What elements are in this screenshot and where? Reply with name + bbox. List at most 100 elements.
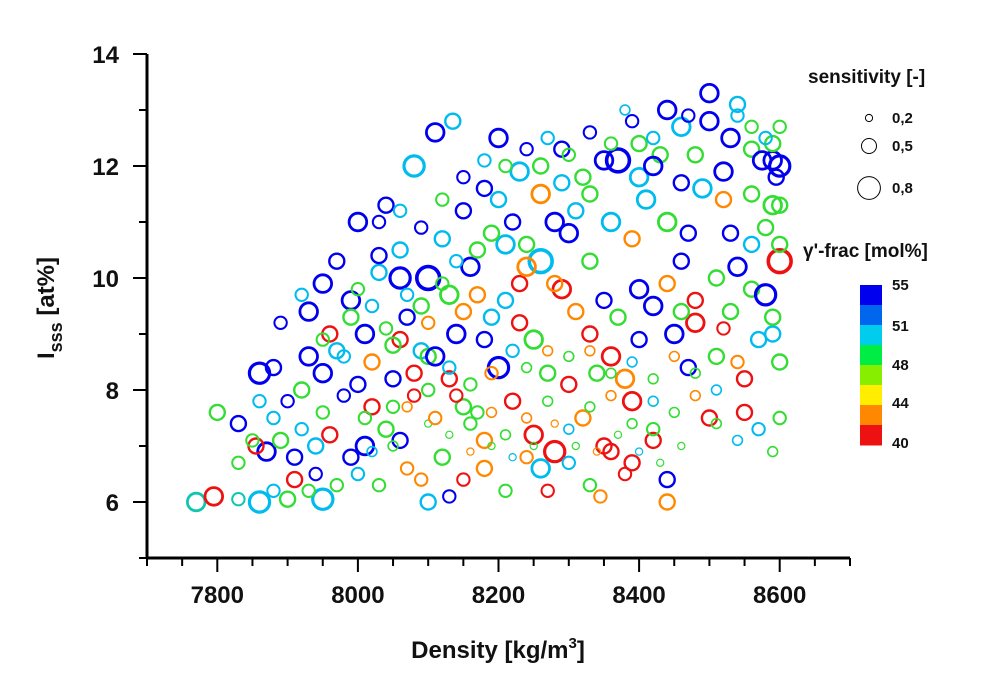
data-point <box>623 454 641 472</box>
data-point <box>364 298 380 314</box>
data-point <box>357 410 373 426</box>
data-point <box>468 286 487 304</box>
data-point <box>720 127 741 149</box>
data-point <box>567 202 585 220</box>
data-point <box>399 461 415 476</box>
data-point <box>710 417 723 430</box>
data-point <box>503 392 522 410</box>
data-point <box>658 470 676 489</box>
data-point <box>540 130 555 146</box>
data-point <box>428 410 443 426</box>
data-point <box>363 353 381 371</box>
data-point <box>349 375 367 394</box>
data-point <box>560 375 578 394</box>
data-point <box>647 395 659 407</box>
data-point <box>581 252 599 270</box>
data-point <box>658 493 676 511</box>
data-point <box>563 350 575 363</box>
data-point <box>385 399 401 414</box>
data-point <box>378 321 394 336</box>
data-point <box>541 395 554 407</box>
data-point <box>350 282 366 297</box>
y-axis-title-end: [at%] <box>33 257 60 322</box>
data-point <box>285 448 304 466</box>
data-point <box>581 325 599 343</box>
data-point <box>315 405 330 420</box>
data-point <box>350 466 366 482</box>
data-point <box>347 211 369 233</box>
data-point <box>624 114 640 129</box>
data-point <box>401 401 413 413</box>
data-point <box>488 127 509 149</box>
data-point <box>293 381 311 399</box>
y-axis-title-main: I <box>33 352 60 359</box>
data-point <box>772 119 787 135</box>
data-point <box>519 450 534 465</box>
data-point <box>520 412 533 424</box>
data-point <box>613 430 623 439</box>
data-point <box>679 224 697 242</box>
data-point <box>419 493 437 511</box>
data-point <box>363 398 381 416</box>
data-point <box>231 492 246 507</box>
data-point <box>329 478 344 493</box>
data-point <box>388 266 412 290</box>
data-point <box>433 448 451 466</box>
colorbar-label: 48 <box>892 357 909 374</box>
colorbar-segment <box>860 365 882 386</box>
data-point <box>751 422 766 437</box>
data-point <box>456 170 471 185</box>
size-legend-marker <box>857 176 881 200</box>
data-point <box>584 345 596 357</box>
data-point <box>371 214 387 230</box>
data-point <box>707 347 726 366</box>
data-point <box>593 489 608 504</box>
data-point <box>603 136 619 151</box>
colorbar-segment <box>860 325 882 346</box>
data-point <box>315 332 330 347</box>
data-point <box>644 431 662 450</box>
y-ticks: 6 8 10 12 14 <box>92 42 147 559</box>
x-axis-title-end: ] <box>577 637 585 664</box>
colorbar-segment <box>860 385 882 406</box>
data-point <box>758 130 773 146</box>
color-legend-title: γ'-frac [mol%] <box>803 241 928 262</box>
data-point <box>517 235 536 254</box>
data-point <box>766 445 779 458</box>
y-tick-label: 6 <box>106 490 119 517</box>
data-point <box>751 150 773 171</box>
data-point <box>550 419 559 428</box>
data-point <box>571 441 581 451</box>
data-point <box>529 441 538 451</box>
data-point <box>508 453 517 462</box>
data-point <box>744 119 759 135</box>
data-point <box>342 308 360 326</box>
data-point <box>686 146 704 164</box>
data-point <box>247 490 272 514</box>
data-point <box>266 483 281 498</box>
data-point <box>558 222 580 244</box>
data-point <box>735 370 754 388</box>
data-point <box>626 356 638 368</box>
y-tick-label: 12 <box>92 154 119 181</box>
x-tick-label: 8600 <box>753 582 806 609</box>
data-point <box>553 174 571 192</box>
data-point <box>271 431 290 450</box>
size-legend-marker <box>864 113 874 123</box>
data-point <box>634 447 644 456</box>
data-point <box>278 490 297 508</box>
data-point <box>672 302 690 321</box>
data-point <box>273 315 288 330</box>
data-point <box>630 330 648 349</box>
data-point <box>710 384 723 396</box>
data-point <box>532 157 550 175</box>
data-point <box>435 192 450 207</box>
data-point <box>312 363 334 384</box>
data-point <box>280 394 295 409</box>
data-point <box>646 130 661 146</box>
colorbar-label: 40 <box>892 435 909 452</box>
data-point <box>764 308 782 326</box>
data-point <box>482 308 501 326</box>
colorbar-segment <box>860 285 882 306</box>
data-point <box>371 478 387 493</box>
